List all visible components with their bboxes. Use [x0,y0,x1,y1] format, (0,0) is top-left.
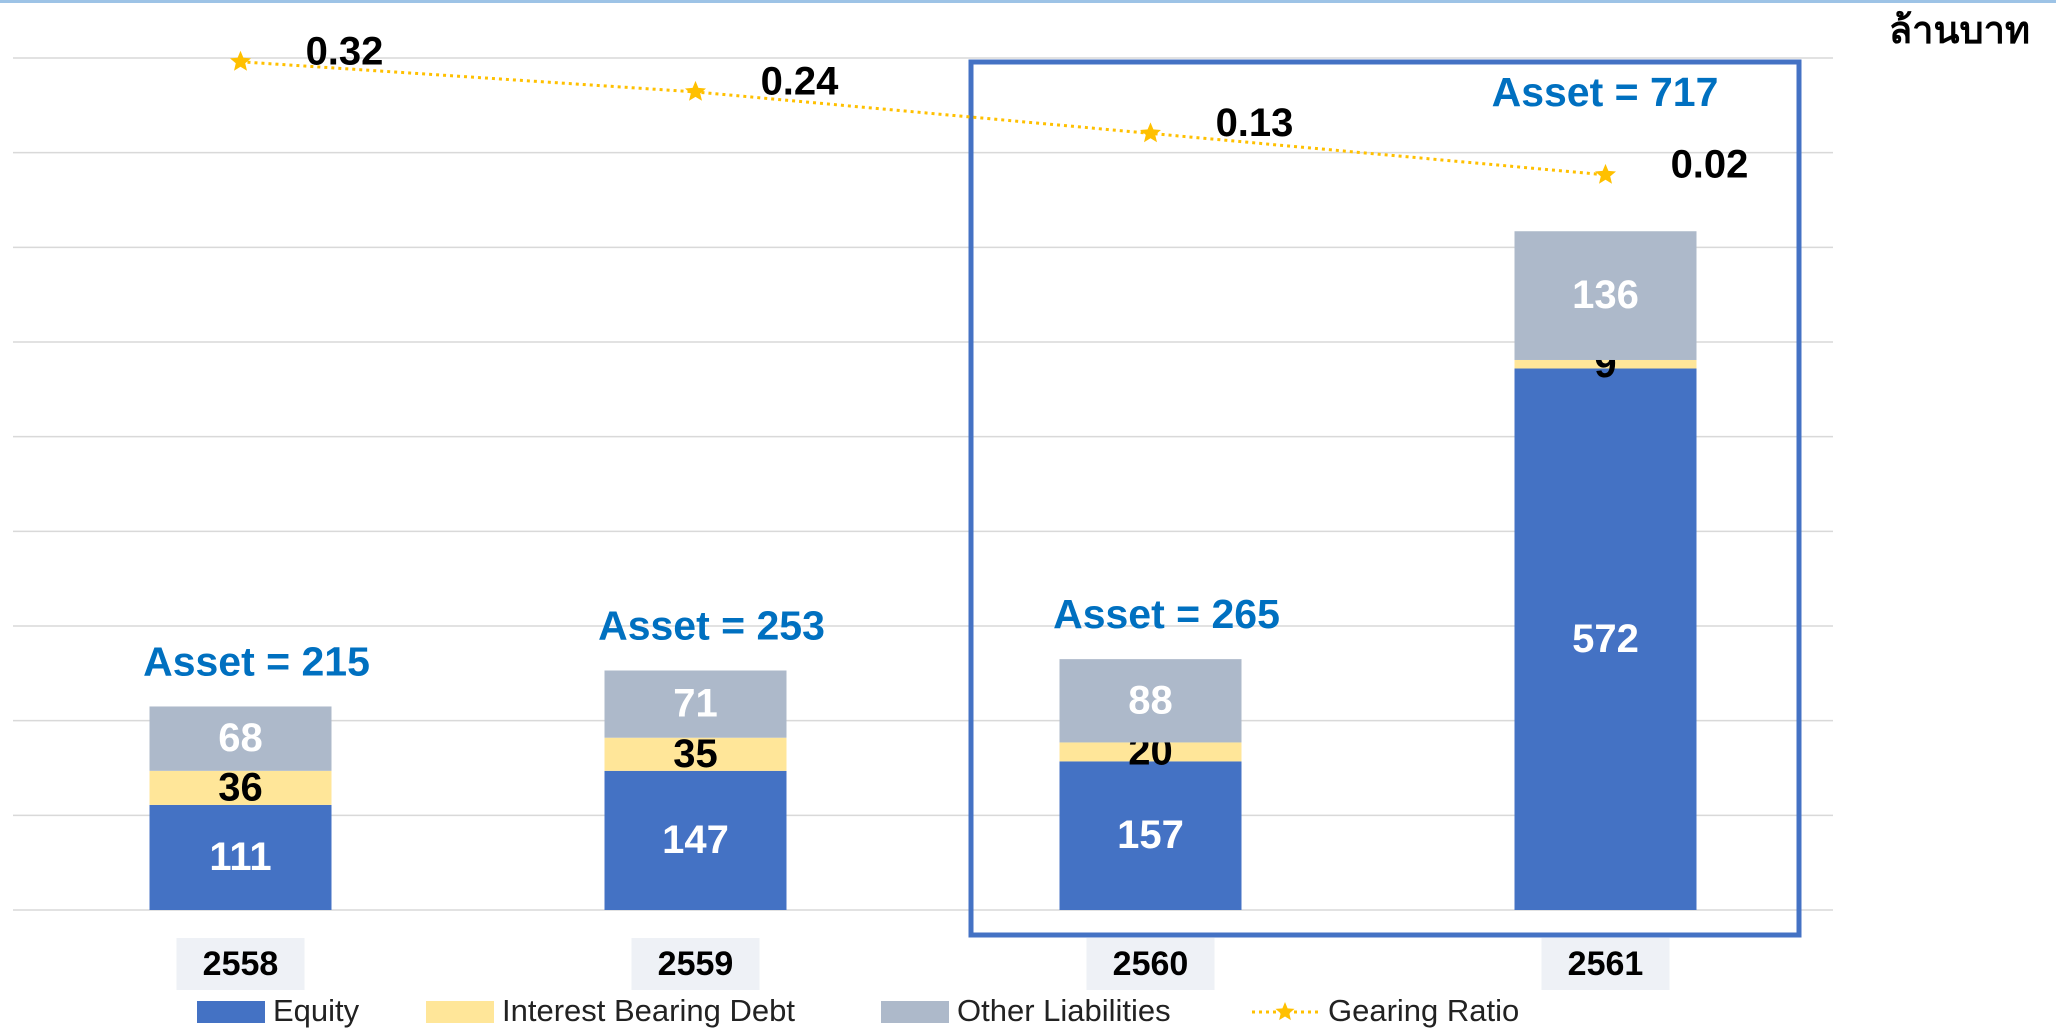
chart: ล้านบาท 11114715757236352096871881362558… [0,0,2056,1030]
line-marker [230,51,251,71]
line-label: 0.24 [761,59,840,103]
asset-annotation: Asset = 265 [1053,591,1280,637]
legend-label: Other Liabilities [957,993,1171,1028]
asset-annotation: Asset = 717 [1492,69,1719,115]
line-label: 0.13 [1216,101,1294,145]
data-label: 572 [1572,617,1639,661]
asset-annotation: Asset = 215 [143,638,370,684]
legend-label: Equity [273,993,360,1028]
legend-label: Interest Bearing Debt [502,993,795,1028]
line-marker [685,81,706,101]
legend-swatch [881,1001,949,1023]
line-label: 0.02 [1671,142,1749,186]
line-label: 0.32 [306,29,384,73]
data-label: 136 [1572,273,1639,317]
legend-marker [1276,1002,1295,1020]
gearing-line [241,62,1606,175]
data-label: 157 [1117,813,1184,857]
data-label: 68 [218,716,263,760]
line-marker [1595,164,1616,184]
x-tick-label: 2559 [658,945,734,983]
data-label: 147 [662,818,729,862]
legend-swatch [426,1001,494,1023]
top-border [0,0,2056,3]
line-marker [1140,122,1161,142]
data-label: 36 [218,765,263,809]
x-tick-label: 2561 [1568,945,1644,983]
data-label: 35 [673,732,718,776]
asset-annotation: Asset = 253 [598,602,825,648]
data-label: 88 [1128,678,1173,722]
data-label: 71 [673,682,718,726]
legend-swatch [197,1001,265,1023]
x-tick-label: 2560 [1113,945,1189,983]
x-tick-label: 2558 [203,945,279,983]
unit-label: ล้านบาท [1889,10,2030,52]
data-label: 111 [209,835,271,879]
legend-label: Gearing Ratio [1328,993,1519,1028]
